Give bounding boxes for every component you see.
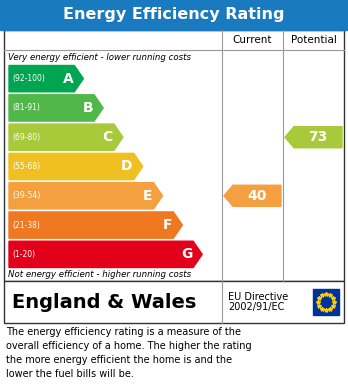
Bar [4, 281, 344, 323]
Text: 73: 73 [308, 130, 327, 144]
Text: Very energy efficient - lower running costs: Very energy efficient - lower running co… [8, 53, 191, 62]
Bar [0, 0, 348, 30]
Text: (81-91): (81-91) [12, 104, 40, 113]
Text: (92-100): (92-100) [12, 74, 45, 83]
Polygon shape [9, 241, 202, 267]
Text: England & Wales: England & Wales [12, 292, 196, 312]
Polygon shape [9, 66, 83, 92]
Polygon shape [285, 127, 342, 148]
Bar [4, 30, 344, 281]
Text: A: A [63, 72, 73, 86]
Bar [313, 289, 339, 315]
Text: (69-80): (69-80) [12, 133, 40, 142]
Text: The energy efficiency rating is a measure of the
overall efficiency of a home. T: The energy efficiency rating is a measur… [6, 327, 252, 379]
Polygon shape [9, 183, 163, 209]
Text: 40: 40 [247, 189, 267, 203]
Text: (21-38): (21-38) [12, 221, 40, 230]
Text: EU Directive: EU Directive [228, 292, 288, 302]
Text: Energy Efficiency Rating: Energy Efficiency Rating [63, 7, 285, 23]
Polygon shape [224, 185, 281, 206]
Polygon shape [9, 212, 182, 238]
Text: (55-68): (55-68) [12, 162, 40, 171]
Text: 2002/91/EC: 2002/91/EC [228, 302, 284, 312]
Text: Current: Current [233, 35, 272, 45]
Text: E: E [143, 189, 152, 203]
Text: F: F [163, 218, 172, 232]
Text: B: B [82, 101, 93, 115]
Text: D: D [121, 160, 133, 174]
Text: C: C [103, 130, 113, 144]
Text: Not energy efficient - higher running costs: Not energy efficient - higher running co… [8, 270, 191, 279]
Polygon shape [9, 153, 143, 179]
Polygon shape [9, 124, 123, 151]
Text: Potential: Potential [291, 35, 337, 45]
Text: (39-54): (39-54) [12, 191, 40, 200]
Text: G: G [181, 248, 192, 261]
Text: (1-20): (1-20) [12, 250, 35, 259]
Polygon shape [9, 95, 103, 121]
